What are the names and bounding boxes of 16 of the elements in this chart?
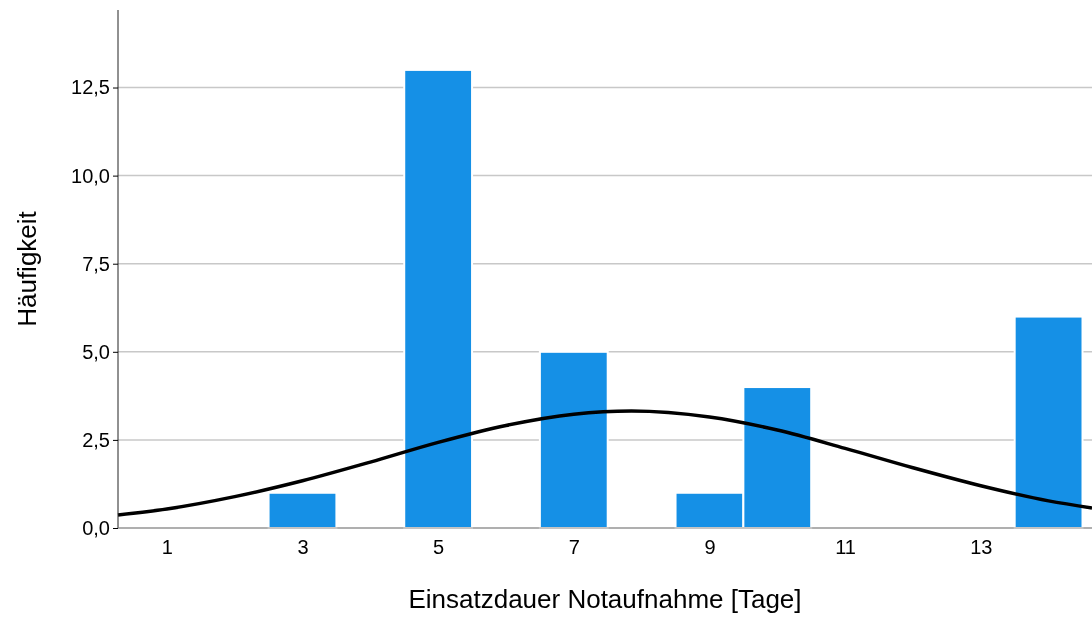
x-tick-label: 11 (835, 536, 856, 559)
y-tick-label: 5,0 (82, 340, 110, 363)
x-tick-label: 7 (568, 536, 580, 559)
x-axis-title: Einsatzdauer Notaufnahme [Tage] (408, 584, 802, 614)
y-tick-label: 10,0 (71, 164, 110, 187)
line-series (116, 409, 1092, 517)
y-tick-label: 0,0 (82, 516, 110, 539)
x-tick-label: 3 (297, 536, 309, 559)
y-tick-label: 12,5 (71, 76, 110, 99)
x-tick-label: 9 (704, 536, 716, 559)
x-tick-label: 1 (161, 536, 173, 559)
y-tick-label: 2,5 (82, 428, 110, 451)
x-tick-label: 5 (433, 536, 445, 559)
y-tick-label: 7,5 (82, 252, 110, 275)
y-axis-title: Häufigkeit (12, 210, 42, 327)
x-tick-label: 13 (970, 536, 993, 559)
